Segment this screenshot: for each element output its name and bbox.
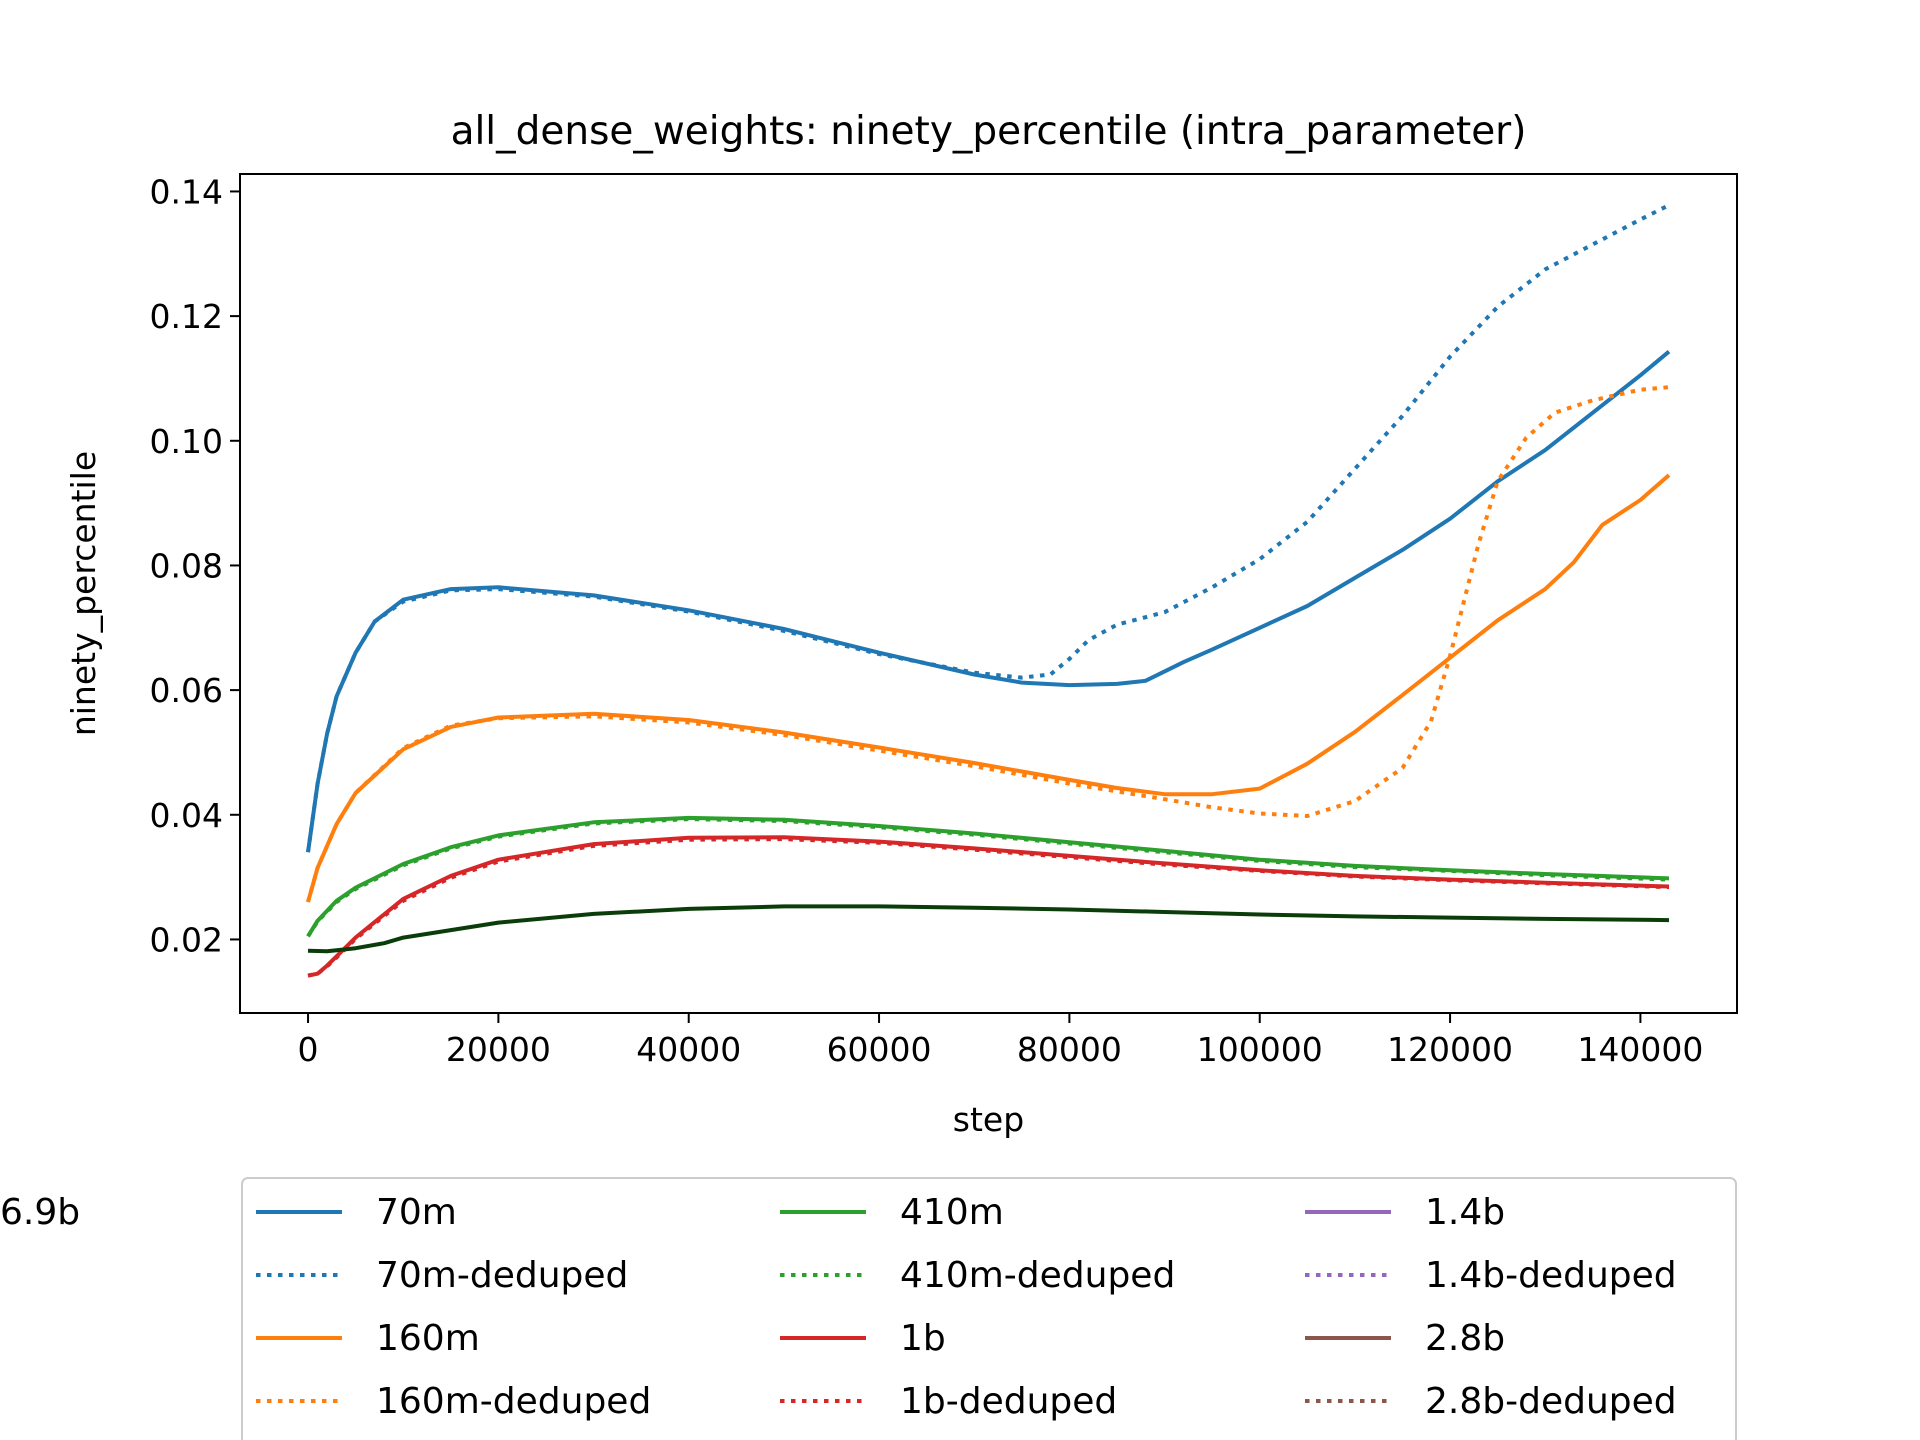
- y-tick-label: 0.12: [150, 297, 223, 336]
- y-tick-label: 0.02: [150, 920, 223, 959]
- plot-frame: [239, 173, 1738, 1014]
- x-tick-label: 140000: [1577, 1030, 1703, 1069]
- legend-label: 410m-deduped: [900, 1255, 1175, 1296]
- legend: 70m 70m-deduped 160m 160m-deduped 410m 410m-d…: [0, 1177, 1737, 1440]
- legend-label: 2.8b-deduped: [1425, 1381, 1677, 1422]
- x-tick-label: 40000: [636, 1030, 741, 1069]
- series-line-160m: [306, 473, 1671, 903]
- y-tick-label: 0.06: [150, 671, 223, 710]
- legend-label: 1b-deduped: [900, 1381, 1117, 1422]
- x-tick-label: 80000: [1017, 1030, 1122, 1069]
- legend-label: 1.4b: [1425, 1192, 1505, 1233]
- x-tick-label: 120000: [1387, 1030, 1513, 1069]
- y-tick-label: 0.04: [150, 796, 223, 835]
- y-tick-label: 0.14: [150, 172, 223, 211]
- series-line-1b-deduped: [307, 837, 1670, 978]
- x-axis-label: step: [953, 1100, 1024, 1139]
- legend-label: 160m-deduped: [376, 1381, 651, 1422]
- series-line-70m-deduped: [306, 203, 1670, 853]
- series-line-6.9b: [307, 904, 1670, 954]
- plot-area: 0 20000 40000 60000 80000 100000 120000 140000 0…: [150, 172, 1738, 1069]
- y-tick-label: 0.10: [150, 422, 223, 461]
- y-tick-label: 0.08: [150, 546, 223, 585]
- legend-box: [241, 1177, 1737, 1440]
- x-tick-label: 60000: [827, 1030, 932, 1069]
- legend-label: 1b: [900, 1318, 946, 1359]
- x-tick-label: 20000: [446, 1030, 551, 1069]
- legend-label: 6.9b: [0, 1192, 80, 1233]
- legend-label: 2.8b: [1425, 1318, 1505, 1359]
- chart-title: all_dense_weights: ninety_percentile (in…: [451, 109, 1527, 154]
- x-tick-label: 0: [298, 1030, 319, 1069]
- legend-label: 1.4b-deduped: [1425, 1255, 1677, 1296]
- legend-label: 410m: [900, 1192, 1004, 1233]
- legend-label: 70m-deduped: [376, 1255, 628, 1296]
- series-line-410m-deduped: [306, 817, 1670, 938]
- y-axis-label: ninety_percentile: [64, 451, 103, 736]
- series-group: [306, 203, 1671, 978]
- legend-label: 70m: [376, 1192, 457, 1233]
- series-line-160m-deduped: [306, 385, 1670, 903]
- x-tick-label: 100000: [1197, 1030, 1323, 1069]
- legend-label: 160m: [376, 1318, 480, 1359]
